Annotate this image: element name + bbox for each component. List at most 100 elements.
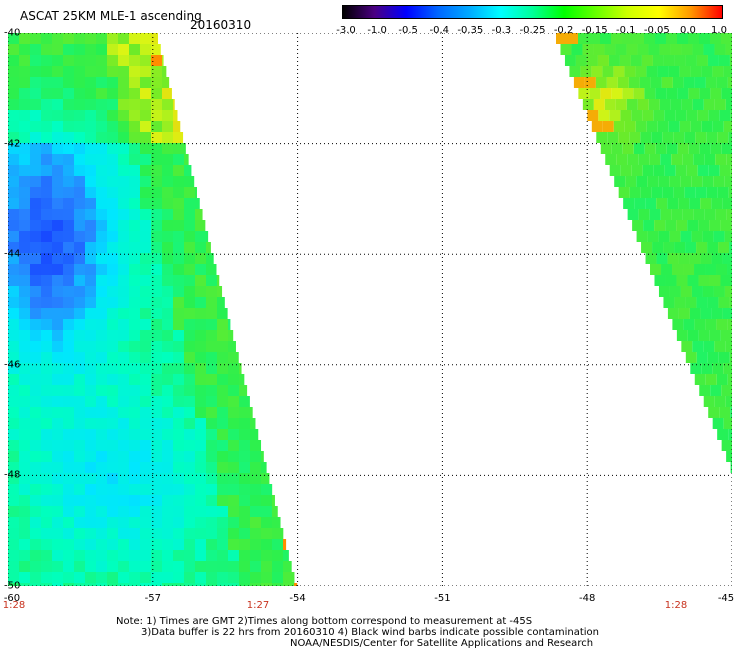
data-cell [118, 352, 129, 363]
data-cell [173, 176, 184, 187]
data-cell [721, 143, 732, 154]
data-cell [85, 418, 96, 429]
data-cell [693, 154, 705, 165]
data-cell [708, 407, 720, 418]
data-cell [19, 231, 30, 242]
data-cell [85, 484, 96, 495]
data-cell [228, 517, 239, 528]
data-cell [30, 429, 41, 440]
data-cell [8, 176, 19, 187]
data-cell [96, 528, 107, 539]
data-cell [85, 561, 96, 572]
data-cell [720, 220, 732, 231]
data-cell [283, 561, 292, 572]
data-cell [726, 451, 732, 462]
data-cell [129, 429, 140, 440]
data-cell [118, 297, 129, 308]
data-cell [8, 275, 19, 286]
swath-map [8, 33, 732, 586]
data-cell [107, 88, 118, 99]
data-cell [8, 506, 19, 517]
data-cell [151, 308, 162, 319]
data-cell [206, 231, 209, 242]
data-cell [261, 550, 272, 561]
lon-label: -45 [717, 593, 735, 604]
data-cell [107, 77, 118, 88]
data-cell [63, 154, 74, 165]
data-cell [41, 88, 52, 99]
colorbar-label: -3.0 [336, 25, 356, 36]
data-cell [680, 176, 692, 187]
data-cell [682, 154, 694, 165]
data-cell [85, 319, 96, 330]
data-cell [63, 440, 74, 451]
data-cell [648, 99, 660, 110]
data-cell [685, 297, 697, 308]
data-cell [217, 484, 228, 495]
data-cell [672, 319, 684, 330]
data-cell [107, 220, 118, 231]
data-cell [74, 253, 85, 264]
data-cell [195, 385, 206, 396]
data-cell [239, 363, 242, 374]
data-cell [96, 242, 107, 253]
data-cell [704, 209, 716, 220]
data-cell [118, 583, 129, 586]
data-cell [118, 33, 129, 44]
data-cell [118, 363, 129, 374]
data-cell [635, 66, 647, 77]
data-cell [129, 407, 140, 418]
data-cell [217, 517, 228, 528]
data-cell [173, 110, 178, 121]
data-cell [151, 517, 162, 528]
data-cell [19, 198, 30, 209]
data-cell [96, 275, 107, 286]
data-cell [96, 33, 107, 44]
colorbar-label: 1.0 [711, 25, 727, 36]
data-cell [261, 473, 270, 484]
data-cell [52, 198, 63, 209]
data-cell [129, 506, 140, 517]
data-cell [129, 319, 140, 330]
data-cell [151, 363, 162, 374]
data-cell [609, 165, 621, 176]
data-cell [85, 330, 96, 341]
data-cell [250, 506, 261, 517]
data-cell [96, 561, 107, 572]
data-cell [85, 275, 96, 286]
data-cell [206, 319, 217, 330]
data-cell [19, 77, 30, 88]
data-cell [107, 385, 118, 396]
data-cell [151, 198, 162, 209]
data-cell [8, 44, 19, 55]
data-cell [129, 99, 140, 110]
data-cell [151, 572, 162, 583]
data-cell [52, 484, 63, 495]
data-cell [52, 121, 63, 132]
data-cell [679, 66, 691, 77]
data-cell [151, 539, 162, 550]
data-cell [118, 308, 129, 319]
data-cell [85, 99, 96, 110]
data-cell [691, 231, 703, 242]
data-cell [74, 220, 85, 231]
data-cell [162, 528, 173, 539]
data-cell [52, 154, 63, 165]
data-cell [162, 429, 173, 440]
data-cell [85, 77, 96, 88]
data-cell [702, 231, 714, 242]
data-cell [217, 572, 228, 583]
data-cell [129, 572, 140, 583]
data-cell [140, 407, 151, 418]
data-cell [118, 143, 129, 154]
data-cell [8, 154, 19, 165]
data-cell [30, 143, 41, 154]
data-cell [140, 506, 151, 517]
data-cell [151, 154, 162, 165]
data-cell [107, 198, 118, 209]
data-cell [710, 88, 722, 99]
data-cell [19, 264, 30, 275]
data-cell [151, 561, 162, 572]
data-cell [151, 451, 162, 462]
data-cell [63, 550, 74, 561]
